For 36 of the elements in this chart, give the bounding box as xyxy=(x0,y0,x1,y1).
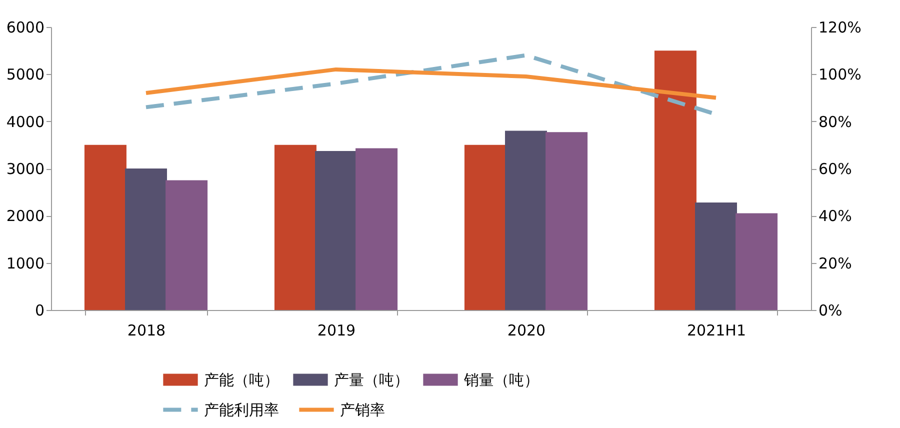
bar xyxy=(464,144,506,310)
y2-tick-label: 0% xyxy=(818,302,842,320)
bar xyxy=(166,180,208,310)
y-tick-label: 1000 xyxy=(6,254,44,272)
y2-tick-label: 20% xyxy=(818,254,852,272)
bar xyxy=(695,202,737,310)
bar xyxy=(546,132,588,310)
line-series xyxy=(144,67,718,100)
x-tick-label: 2020 xyxy=(507,322,546,340)
legend-label: 产能（吨） xyxy=(204,370,279,389)
x-tick-label: 2019 xyxy=(317,322,356,340)
bar xyxy=(356,148,398,310)
x-tick-label: 2021H1 xyxy=(687,322,746,340)
bar xyxy=(125,168,167,310)
y2-tick-label: 60% xyxy=(818,160,852,178)
y-tick-label: 5000 xyxy=(6,66,44,84)
bar xyxy=(315,151,357,310)
y-tick-label: 4000 xyxy=(6,112,44,131)
legend-label: 产销率 xyxy=(340,400,385,419)
legend-label: 产能利用率 xyxy=(204,400,279,419)
bar xyxy=(84,144,126,310)
y-tick-label: 0 xyxy=(34,302,44,320)
legend-label: 产量（吨） xyxy=(334,370,409,389)
bar xyxy=(505,130,547,310)
legend-label: 销量（吨） xyxy=(463,370,539,389)
y2-tick-label: 80% xyxy=(818,112,852,131)
bar xyxy=(274,144,316,310)
y2-tick-label: 120% xyxy=(818,18,862,36)
bar xyxy=(736,213,778,310)
y2-tick-label: 100% xyxy=(818,66,862,84)
bar xyxy=(654,50,696,310)
y-tick-label: 3000 xyxy=(6,160,44,178)
y2-tick-label: 40% xyxy=(818,207,852,226)
x-tick-label: 2018 xyxy=(127,322,166,340)
y-tick-label: 2000 xyxy=(6,207,44,226)
y-tick-label: 6000 xyxy=(6,18,44,36)
